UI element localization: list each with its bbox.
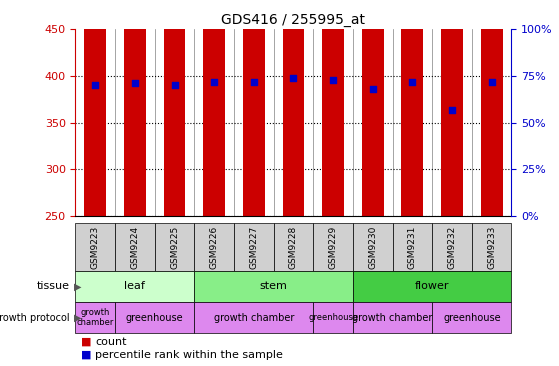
Bar	[203, 126, 225, 366]
Bar	[195, 271, 353, 302]
Text: GSM9227: GSM9227	[249, 225, 258, 269]
Point	[130, 81, 139, 86]
Text: growth protocol: growth protocol	[0, 313, 70, 322]
Point	[329, 77, 338, 83]
Point	[487, 79, 496, 85]
Bar	[313, 302, 353, 333]
Bar	[282, 0, 304, 216]
Text: leaf: leaf	[125, 281, 145, 291]
Bar	[353, 223, 392, 271]
Bar	[322, 0, 344, 216]
Bar	[203, 0, 225, 216]
Text: GSM9225: GSM9225	[170, 225, 179, 269]
Text: GSM9228: GSM9228	[289, 225, 298, 269]
Bar	[472, 223, 511, 271]
Bar	[84, 0, 106, 216]
Bar	[164, 144, 186, 366]
Text: greenhouse: greenhouse	[126, 313, 183, 322]
Bar	[195, 302, 313, 333]
Text: greenhouse: greenhouse	[308, 313, 358, 322]
Bar	[481, 61, 503, 366]
Bar	[362, 117, 383, 366]
Bar	[115, 223, 155, 271]
Bar	[432, 223, 472, 271]
Text: percentile rank within the sample: percentile rank within the sample	[95, 350, 283, 360]
Bar	[115, 302, 195, 333]
Bar	[282, 100, 304, 366]
Bar	[432, 302, 511, 333]
Text: greenhouse: greenhouse	[443, 313, 501, 322]
Point	[289, 75, 298, 81]
Point	[448, 107, 457, 112]
Point	[249, 79, 258, 85]
Bar	[84, 152, 106, 366]
Text: stem: stem	[260, 281, 287, 291]
Bar	[195, 223, 234, 271]
Bar	[164, 0, 186, 216]
Text: growth chamber: growth chamber	[214, 313, 294, 322]
Text: GSM9224: GSM9224	[130, 225, 139, 269]
Text: GSM9223: GSM9223	[91, 225, 100, 269]
Text: GSM9230: GSM9230	[368, 225, 377, 269]
Text: flower: flower	[415, 281, 449, 291]
Bar	[234, 223, 274, 271]
Bar	[441, 0, 463, 216]
Title: GDS416 / 255995_at: GDS416 / 255995_at	[221, 13, 366, 27]
Text: ▶: ▶	[74, 281, 81, 291]
Point	[408, 79, 417, 85]
Bar	[75, 302, 115, 333]
Text: ■: ■	[81, 350, 92, 360]
Text: GSM9229: GSM9229	[329, 225, 338, 269]
Bar	[243, 134, 265, 366]
Bar	[353, 271, 511, 302]
Bar	[481, 0, 503, 216]
Bar	[124, 0, 146, 216]
Text: growth
chamber: growth chamber	[77, 308, 114, 327]
Bar	[362, 0, 383, 216]
Bar	[124, 136, 146, 366]
Bar	[313, 223, 353, 271]
Text: ■: ■	[81, 337, 92, 347]
Text: GSM9231: GSM9231	[408, 225, 417, 269]
Text: GSM9233: GSM9233	[487, 225, 496, 269]
Text: ▶: ▶	[74, 313, 81, 322]
Point	[91, 82, 100, 88]
Bar	[441, 190, 463, 366]
Bar	[401, 46, 423, 366]
Text: tissue: tissue	[37, 281, 70, 291]
Point	[368, 86, 377, 92]
Text: count: count	[95, 337, 126, 347]
Bar	[401, 0, 423, 216]
Bar	[322, 104, 344, 366]
Bar	[75, 271, 195, 302]
Point	[210, 79, 219, 85]
Bar	[243, 0, 265, 216]
Bar	[155, 223, 195, 271]
Text: GSM9226: GSM9226	[210, 225, 219, 269]
Text: GSM9232: GSM9232	[448, 225, 457, 269]
Text: growth chamber: growth chamber	[352, 313, 433, 322]
Bar	[353, 302, 432, 333]
Bar	[75, 223, 115, 271]
Bar	[392, 223, 432, 271]
Point	[170, 82, 179, 88]
Bar	[274, 223, 313, 271]
